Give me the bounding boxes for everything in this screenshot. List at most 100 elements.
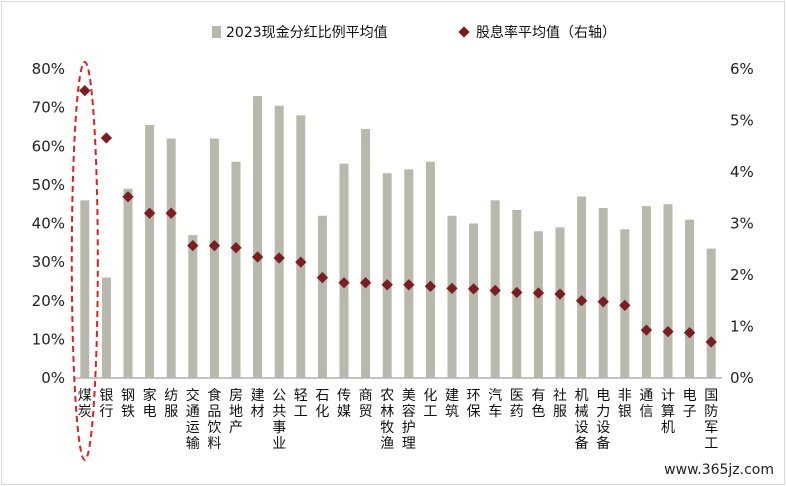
left-tick-label: 60% (32, 137, 65, 155)
category-label: 建材 (251, 388, 265, 420)
category-label: 轻工 (294, 388, 308, 420)
bar (577, 196, 587, 378)
category-label: 环保 (467, 388, 481, 420)
dividend-yield-marker (143, 207, 156, 219)
left-tick-label: 10% (32, 330, 65, 348)
bar (663, 204, 673, 378)
dividend-yield-marker (100, 132, 113, 144)
dividend-yield-marker (273, 252, 285, 264)
right-tick-label: 0% (730, 369, 754, 387)
category-label: 计算机 (661, 388, 675, 436)
dividend-yield-marker (424, 280, 437, 292)
left-tick-label: 40% (32, 215, 65, 233)
dividend-yield-marker (446, 282, 458, 295)
dividend-yield-marker (532, 287, 545, 299)
bar (706, 248, 716, 378)
category-label: 有色 (531, 388, 545, 420)
category-label: 通信 (639, 388, 653, 420)
watermark: www.365jz.com (664, 462, 774, 478)
dividend-yield-marker (208, 239, 221, 252)
dividend-yield-marker (79, 84, 91, 97)
bar (533, 231, 543, 378)
category-label: 商贸 (359, 388, 373, 420)
right-tick-label: 2% (730, 266, 754, 284)
dividend-yield-marker (467, 283, 480, 295)
dividend-yield-marker (251, 251, 264, 263)
category-label: 电力设备 (596, 388, 610, 452)
dividend-yield-marker (597, 296, 609, 308)
dividend-yield-marker (640, 324, 653, 336)
bar (253, 96, 263, 378)
category-label: 纺服 (164, 388, 178, 420)
bar (296, 115, 306, 378)
legend-bar-label: 2023现金分红比例平均值 (226, 25, 388, 41)
dividend-yield-marker (230, 242, 242, 254)
bar (231, 161, 241, 378)
category-label: 家电 (143, 387, 157, 420)
left-tick-label: 70% (32, 99, 65, 117)
right-tick-label: 1% (730, 318, 754, 336)
bar (80, 200, 90, 378)
bar (447, 215, 457, 378)
dividend-yield-marker (619, 299, 631, 312)
right-tick-label: 6% (730, 60, 754, 78)
left-axis-ticks: 0% 10% 20% 30% 40% 50% 60% 70% 80% (32, 60, 65, 387)
left-tick-label: 50% (32, 176, 65, 194)
category-label: 机械设备 (575, 388, 589, 452)
category-label: 公共事业 (272, 388, 286, 452)
right-tick-label: 4% (730, 163, 754, 181)
legend: 2023现金分红比例平均值 股息率平均值（右轴） (212, 24, 616, 41)
dividend-yield-marker (359, 277, 372, 289)
category-label: 传媒 (337, 388, 351, 420)
category-label: 食品饮料 (207, 387, 221, 452)
bar (555, 227, 565, 378)
category-label: 建筑 (445, 388, 459, 420)
category-label: 化工 (423, 388, 437, 420)
bar (404, 169, 414, 378)
right-axis-ticks: 0% 1% 2% 3% 4% 5% 6% (730, 60, 754, 387)
bar (425, 161, 435, 378)
bar (209, 138, 219, 378)
dividend-yield-marker (705, 336, 717, 348)
category-label: 电子 (683, 388, 697, 420)
category-label: 交通运输 (186, 387, 200, 452)
highlight-ellipse-shape (70, 61, 99, 461)
category-label: 钢铁 (121, 388, 135, 420)
category-label: 房地产 (229, 388, 243, 436)
bar (101, 277, 111, 378)
dividend-yield-marker (295, 256, 307, 268)
bar (317, 215, 327, 378)
category-label: 石化 (315, 388, 329, 420)
bar (166, 138, 176, 378)
bar (145, 125, 155, 378)
left-tick-label: 30% (32, 253, 65, 271)
bar-series (80, 96, 716, 378)
bar (685, 219, 695, 378)
right-tick-label: 5% (730, 112, 754, 130)
bar (361, 128, 371, 378)
dividend-yield-marker (489, 284, 501, 297)
dividend-yield-marker (662, 325, 674, 338)
dividend-yield-marker (511, 286, 523, 299)
category-label: 非银 (618, 388, 632, 420)
dividend-yield-marker (187, 239, 199, 252)
dividend-yield-marker (316, 271, 329, 284)
category-label: 医药 (510, 388, 524, 420)
bar (641, 206, 651, 378)
legend-marker-swatch (458, 26, 470, 38)
dividend-yield-marker (381, 279, 393, 291)
category-label: 银行 (99, 388, 113, 420)
category-labels: 煤炭银行钢铁家电纺服交通运输食品饮料房地产建材公共事业轻工石化传媒商贸农林牧渔美… (78, 387, 718, 452)
category-label: 煤炭 (78, 388, 92, 420)
left-tick-label: 20% (32, 292, 65, 310)
dividend-yield-marker (683, 327, 696, 339)
dividend-yield-marker (403, 279, 415, 291)
highlight-ellipse (70, 61, 99, 461)
category-label: 汽车 (488, 388, 502, 420)
bar (469, 223, 479, 378)
dividend-yield-marker (575, 295, 588, 307)
bar (598, 208, 608, 378)
bar (123, 188, 133, 378)
